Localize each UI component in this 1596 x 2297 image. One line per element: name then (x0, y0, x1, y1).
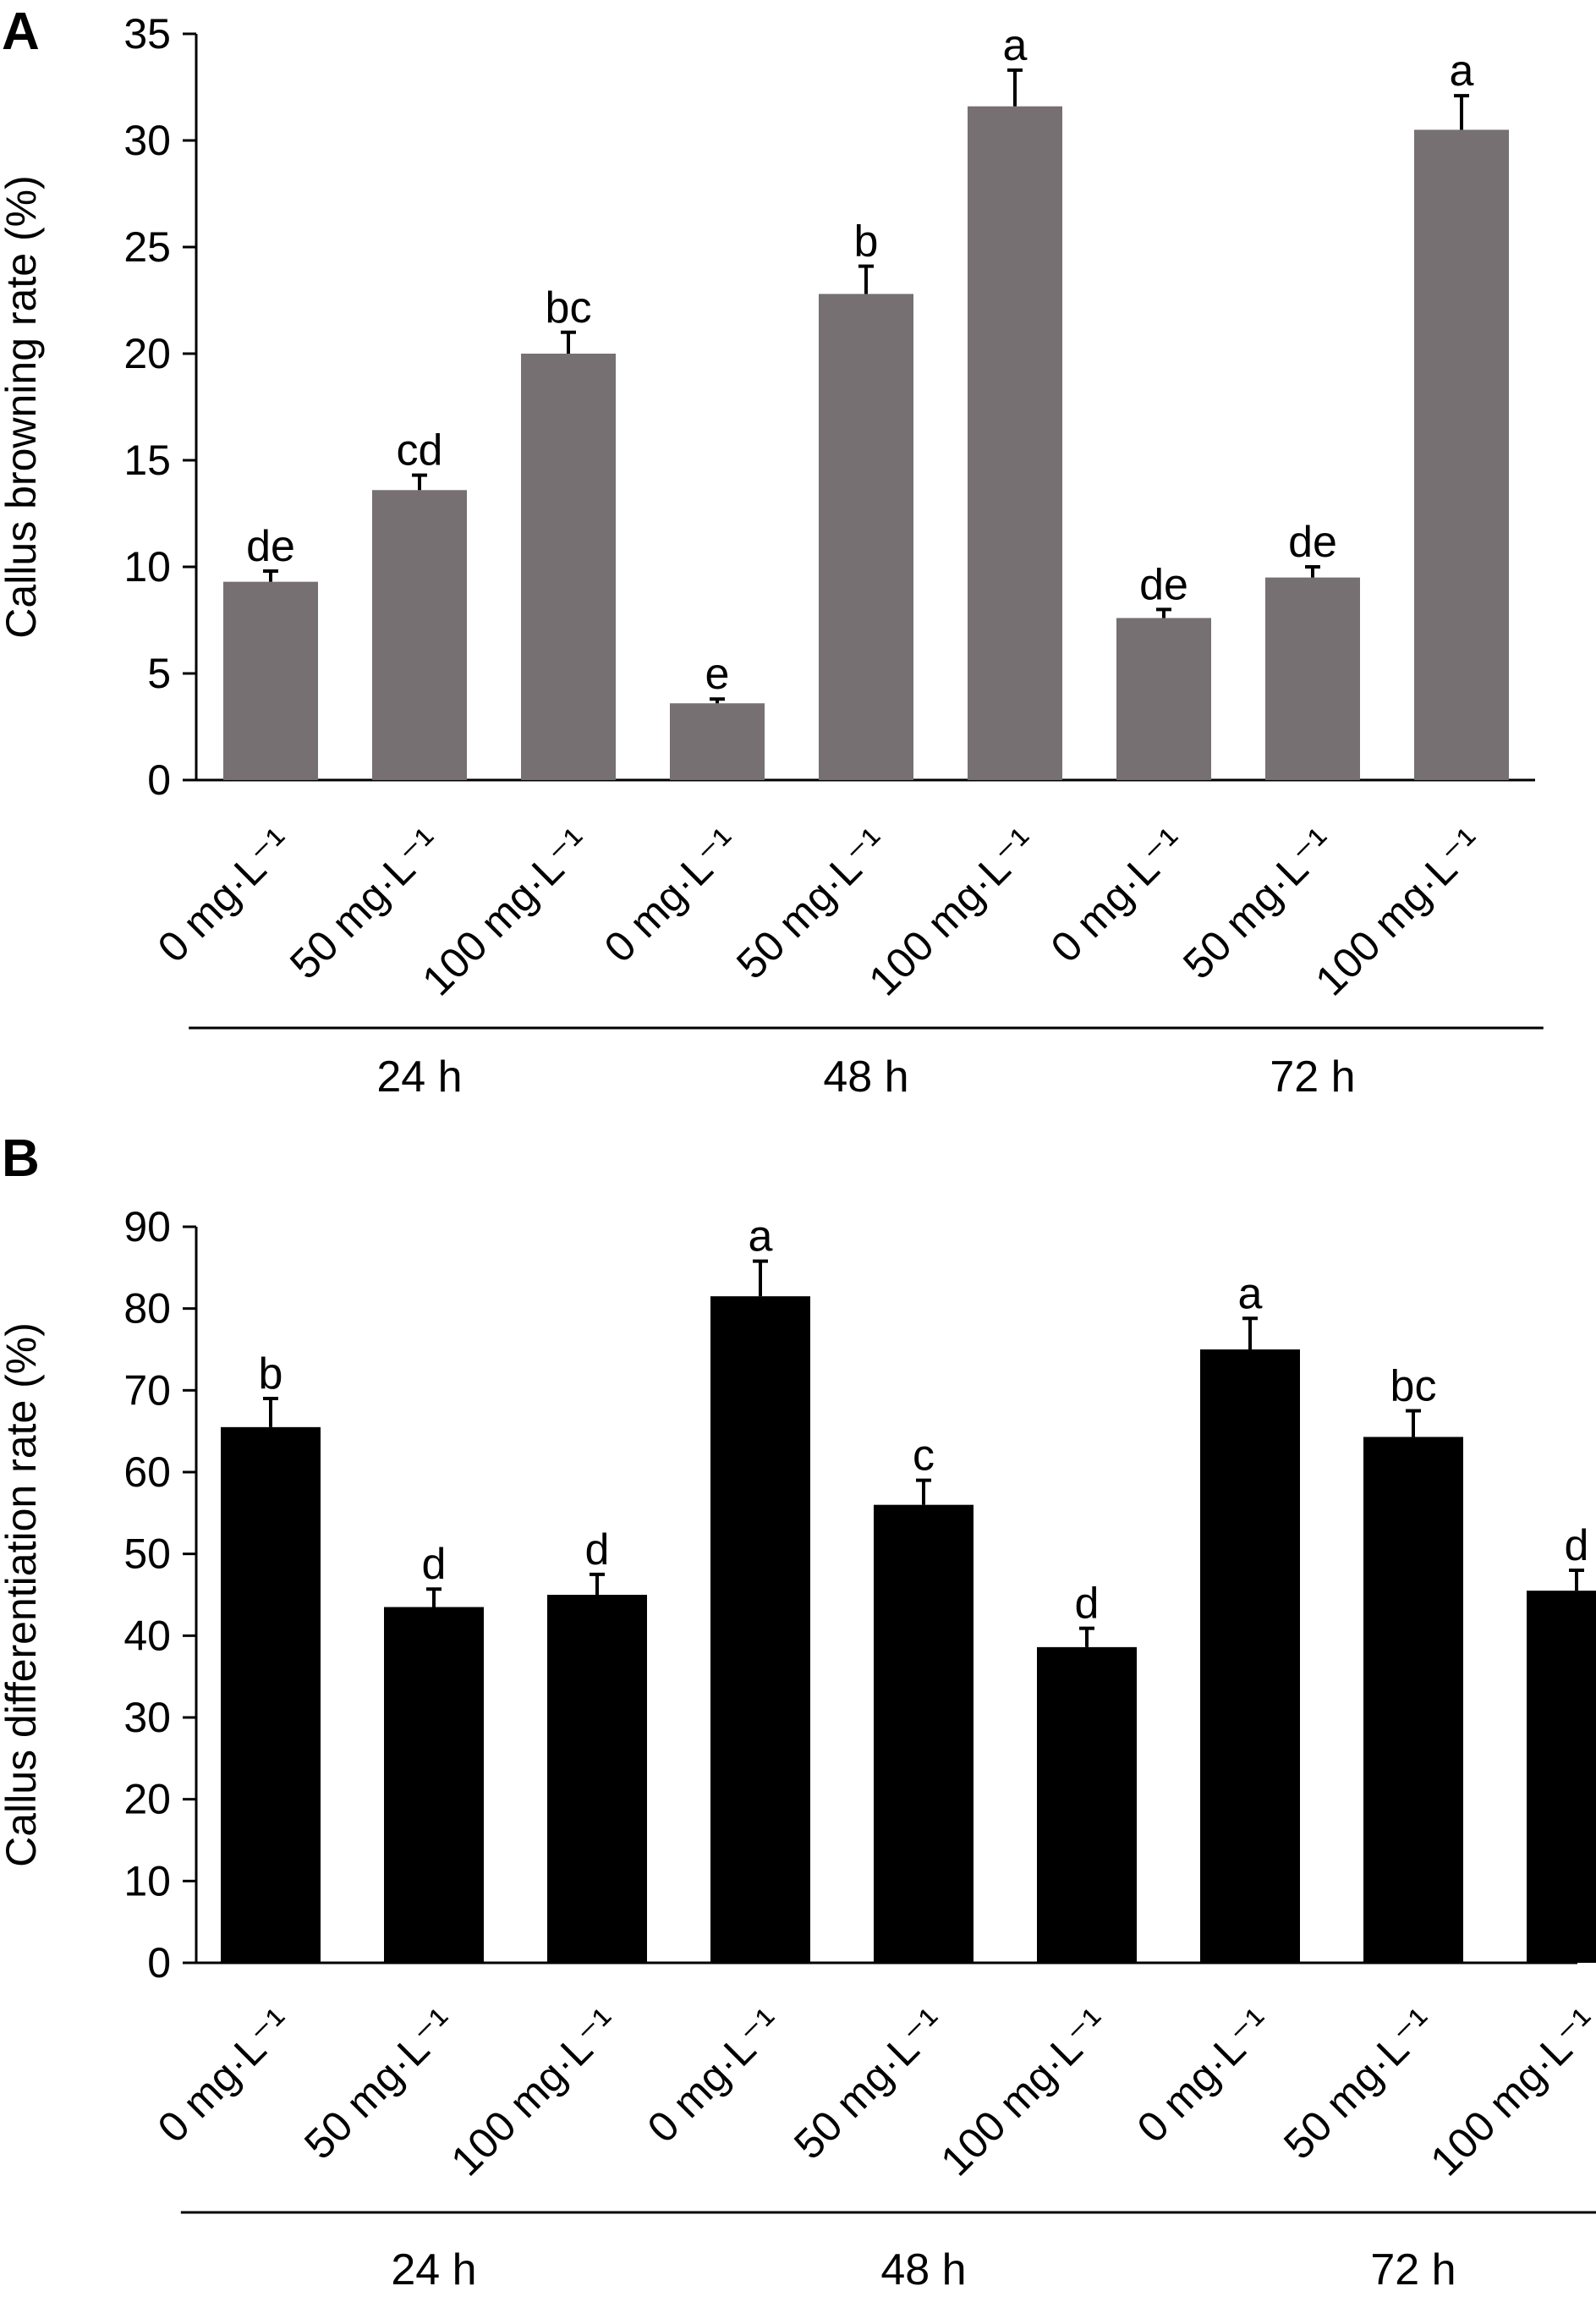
significance-label: a (749, 1212, 773, 1261)
bar (1200, 1349, 1300, 1963)
category-label: 0 mg·L⁻¹ (639, 1999, 791, 2151)
category-label: 50 mg·L⁻¹ (295, 1999, 464, 2168)
panel-a: A 0 5 10 15 20 25 30 35 Callus browning rate (%)… (0, 3, 1544, 1102)
significance-label: c (913, 1432, 935, 1481)
y-axis-title: Callus differentiation rate (%) (0, 1322, 45, 1867)
y-tick-label: 80 (123, 1285, 171, 1333)
y-tick-label: 0 (147, 756, 171, 804)
panel-b-label: B (2, 1129, 40, 1188)
category-label: 0 mg·L⁻¹ (595, 819, 748, 971)
y-tick-label: 30 (123, 1694, 171, 1741)
bar (1414, 129, 1509, 780)
significance-label: bc (546, 283, 592, 332)
significance-label: a (1238, 1269, 1263, 1318)
significance-label: cd (397, 426, 443, 475)
significance-label: b (854, 217, 879, 267)
category-label: 50 mg·L⁻¹ (785, 1999, 954, 2168)
significance-label: bc (1390, 1362, 1437, 1411)
y-tick-label: 90 (123, 1203, 171, 1250)
y-tick-label: 10 (123, 543, 171, 591)
y-tick-label: 20 (123, 1776, 171, 1823)
group-label: 24 h (376, 1052, 462, 1102)
bar (968, 106, 1062, 781)
significance-label: d (422, 1540, 447, 1589)
group-label: 48 h (823, 1052, 908, 1102)
bar (1037, 1646, 1137, 1963)
bar (874, 1504, 974, 1963)
y-tick-label: 40 (123, 1612, 171, 1659)
significance-label: b (259, 1349, 283, 1399)
significance-label: d (1565, 1521, 1589, 1570)
y-tick-label: 10 (123, 1857, 171, 1904)
panel-a-label: A (2, 3, 40, 61)
y-axis-title: Callus browning rate (%) (0, 175, 45, 638)
group-label: 72 h (1370, 2245, 1456, 2294)
category-label: 0 mg·L⁻¹ (1042, 819, 1194, 971)
bar (1527, 1591, 1596, 1963)
bar (1265, 577, 1360, 780)
bar (221, 1426, 321, 1963)
y-tick-label: 50 (123, 1530, 171, 1578)
bar (819, 294, 913, 780)
category-label: 100 mg·L⁻¹ (442, 1999, 627, 2184)
y-tick-label: 20 (123, 330, 171, 377)
bar (384, 1607, 484, 1963)
category-label: 50 mg·L⁻¹ (1275, 1999, 1444, 2168)
category-label: 0 mg·L⁻¹ (149, 1999, 301, 2151)
y-tick-label: 0 (147, 1939, 171, 1987)
bar (521, 354, 616, 780)
bar (372, 490, 467, 780)
bar (547, 1595, 647, 1963)
y-tick-label: 60 (123, 1448, 171, 1496)
group-label: 48 h (880, 2245, 966, 2294)
significance-label: d (1075, 1580, 1100, 1629)
category-label: 100 mg·L⁻¹ (1421, 1999, 1596, 2184)
category-label: 0 mg·L⁻¹ (1128, 1999, 1281, 2151)
panel-a-plot: 0 5 10 15 20 25 30 35 Callus browning rate (%) de… (0, 10, 1544, 1102)
y-tick-label: 35 (123, 10, 171, 58)
significance-label: e (705, 650, 730, 699)
bar (1116, 618, 1211, 780)
bar (1363, 1437, 1463, 1963)
group-label: 24 h (391, 2245, 476, 2294)
bar (670, 703, 765, 780)
y-tick-label: 25 (123, 223, 171, 271)
panel-b: B 0 10 20 30 40 50 60 70 80 90 Callus differentiat… (0, 1129, 1596, 2294)
group-label: 72 h (1270, 1052, 1355, 1102)
bar (710, 1296, 810, 1963)
category-label: 100 mg·L⁻¹ (931, 1999, 1116, 2184)
bar (223, 581, 318, 780)
significance-label: de (246, 522, 295, 571)
significance-label: d (585, 1525, 610, 1574)
panel-b-plot: 0 10 20 30 40 50 60 70 80 90 Callus differentiatio… (0, 1203, 1596, 2294)
significance-label: a (1003, 21, 1028, 70)
significance-label: a (1450, 47, 1474, 96)
significance-label: de (1288, 518, 1337, 567)
y-tick-label: 5 (147, 650, 171, 697)
y-tick-label: 30 (123, 117, 171, 164)
category-label: 0 mg·L⁻¹ (149, 819, 301, 971)
y-tick-label: 70 (123, 1366, 171, 1414)
y-tick-label: 15 (123, 437, 171, 484)
significance-label: de (1139, 560, 1188, 609)
